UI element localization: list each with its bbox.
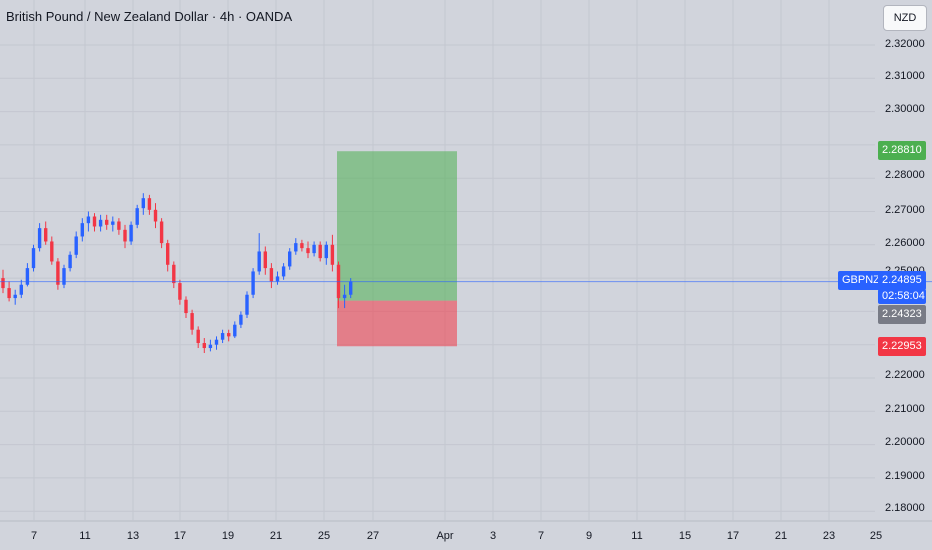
candle-body (92, 216, 97, 227)
candle-body (25, 268, 30, 285)
candle-body (196, 329, 200, 344)
candle-body (178, 283, 182, 300)
candle-body (68, 254, 72, 269)
candle-body (129, 224, 133, 242)
time-tick-label: 21 (269, 530, 283, 542)
time-tick-label: 11 (631, 530, 643, 542)
symbol-title: British Pound / New Zealand Dollar · 4h … (6, 9, 293, 24)
candle-body (172, 264, 176, 284)
time-tick-label: 3 (489, 530, 497, 542)
candle-body (288, 251, 292, 267)
target-zone (337, 151, 457, 301)
price-tick-label: 2.27000 (885, 204, 925, 216)
time-tick-label: 21 (774, 530, 788, 542)
time-tick-label: 7 (30, 530, 38, 542)
candle-body (300, 243, 304, 249)
price-tick-label: 2.26000 (885, 237, 925, 249)
candle-body (306, 248, 310, 254)
candle-body (312, 244, 316, 254)
candle-body (214, 339, 219, 345)
candle-body (275, 276, 280, 282)
candle-body (251, 271, 255, 295)
candle-body (294, 243, 298, 252)
candle-body (31, 248, 36, 269)
candle-body (80, 223, 84, 237)
price-tick-label: 2.31000 (885, 70, 925, 82)
candle-body (50, 241, 54, 262)
candle-body (105, 219, 109, 225)
time-tick-label: 25 (869, 530, 883, 542)
candle-body (135, 208, 139, 225)
candle-body (111, 221, 115, 225)
time-tick-label: 13 (126, 530, 140, 542)
candle-body (227, 333, 231, 337)
time-tick-label: 25 (317, 530, 331, 542)
candle-body (202, 343, 206, 349)
time-tick-label: 15 (678, 530, 692, 542)
candle-body (117, 221, 121, 230)
candle-body (330, 244, 335, 265)
candle-body (56, 261, 60, 285)
candle-body (184, 299, 188, 314)
price-tick-label: 2.32000 (885, 38, 925, 50)
candle-body (147, 198, 152, 210)
candle-body (257, 251, 261, 272)
candle-body (123, 229, 127, 242)
time-tick-label: 7 (537, 530, 545, 542)
time-tick-label: 11 (79, 530, 91, 542)
candle-body (324, 244, 328, 259)
candle-body (74, 236, 78, 255)
candle-body (239, 314, 243, 325)
candle-body (86, 216, 91, 224)
candle-body (281, 266, 286, 277)
price-tick-label: 2.20000 (885, 436, 925, 448)
time-tick-label: 23 (822, 530, 836, 542)
countdown-tag: 02:58:04 (878, 289, 926, 304)
candle-body (7, 288, 11, 299)
time-tick-label: 19 (221, 530, 235, 542)
time-tick-label: 27 (366, 530, 380, 542)
candle-body (44, 228, 48, 242)
candle-body (37, 228, 42, 249)
target-price-tag: 2.28810 (878, 141, 926, 160)
candle-body (153, 209, 158, 222)
last-price-tag: 2.24895 (878, 271, 926, 290)
time-tick-label: 9 (585, 530, 593, 542)
stop-price-tag: 2.22953 (878, 337, 926, 356)
price-tick-label: 2.19000 (885, 470, 925, 482)
entry-price-tag: 2.24323 (878, 305, 926, 324)
candle-body (1, 278, 5, 289)
candle-body (220, 333, 225, 340)
price-tick-label: 2.21000 (885, 403, 925, 415)
candle-body (318, 244, 322, 259)
candle-body (233, 324, 237, 337)
price-tick-label: 2.22000 (885, 369, 925, 381)
candle-body (141, 198, 145, 209)
candle-body (349, 281, 353, 295)
candle-body (263, 251, 267, 269)
time-tick-label: 17 (726, 530, 740, 542)
stop-zone (337, 300, 457, 347)
candle-body (13, 294, 17, 299)
candle-body (19, 284, 23, 295)
price-tick-label: 2.30000 (885, 103, 925, 115)
candle-body (98, 219, 103, 227)
candle-body (166, 243, 170, 265)
candle-body (245, 294, 249, 315)
price-tick-label: 2.28000 (885, 169, 925, 181)
candle-body (342, 294, 347, 299)
currency-button[interactable]: NZD (883, 5, 927, 31)
candle-body (159, 221, 164, 244)
candle-body (190, 313, 194, 330)
candle-body (208, 344, 213, 349)
candle-body (269, 268, 274, 282)
time-tick-label: 17 (173, 530, 187, 542)
candle-body (62, 268, 66, 285)
time-tick-label: Apr (436, 530, 454, 542)
price-tick-label: 2.18000 (885, 502, 925, 514)
